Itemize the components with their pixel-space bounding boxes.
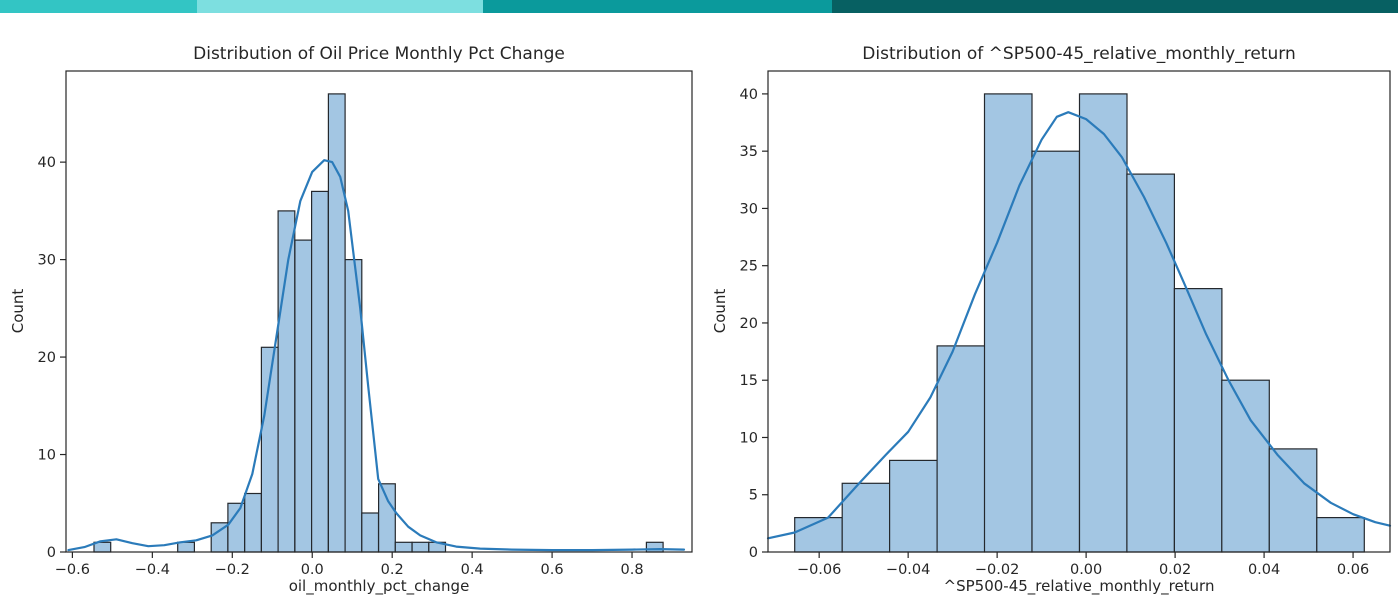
x-tick-label: 0.06 bbox=[1337, 562, 1369, 578]
histogram-bar bbox=[983, 93, 1033, 553]
histogram-bar bbox=[936, 345, 986, 553]
x-tick-label: −0.2 bbox=[215, 562, 250, 578]
x-tick-label: 0.2 bbox=[381, 562, 404, 578]
histogram-bar bbox=[1031, 150, 1081, 553]
y-tick-label: 10 bbox=[38, 448, 56, 464]
subplot-left: −0.6 −0.4 −0.2 0.0 0.2 0.4 0.6 0.8 0 10 20 30 40 bbox=[38, 70, 693, 578]
histogram-bar bbox=[294, 239, 313, 553]
y-tick-label: 25 bbox=[740, 259, 758, 275]
histogram-bar bbox=[1221, 379, 1270, 553]
y-tick-label: 30 bbox=[740, 201, 758, 217]
kde-curve bbox=[766, 111, 1392, 540]
x-tick-label: −0.04 bbox=[886, 562, 930, 578]
right-plot-xlabel: ^SP500-45_relative_monthly_return bbox=[943, 577, 1215, 595]
histogram-bar bbox=[244, 492, 262, 553]
x-tick-label: −0.6 bbox=[55, 562, 90, 578]
x-tick-label: 0.6 bbox=[541, 562, 564, 578]
histogram-bar bbox=[645, 541, 664, 553]
histogram-bar bbox=[411, 541, 430, 553]
histogram-bar bbox=[311, 190, 329, 553]
histogram-bar bbox=[227, 502, 246, 553]
top-bar-segment-1 bbox=[0, 0, 197, 13]
x-tick-label: 0.8 bbox=[621, 562, 644, 578]
top-bar-segment-3 bbox=[482, 0, 832, 13]
x-tick-label: −0.02 bbox=[975, 562, 1019, 578]
histogram-bar bbox=[888, 459, 938, 553]
top-bar-segment-4 bbox=[831, 0, 1398, 13]
top-bar bbox=[0, 0, 1398, 13]
histogram-bar bbox=[1173, 288, 1223, 553]
y-tick-label: 0 bbox=[47, 545, 56, 561]
right-plot-title: Distribution of ^SP500-45_relative_month… bbox=[862, 44, 1296, 64]
x-tick-label: 0.02 bbox=[1159, 562, 1191, 578]
y-tick-label: 20 bbox=[38, 350, 56, 366]
axes-spines bbox=[767, 70, 1391, 553]
y-tick-label: 35 bbox=[740, 144, 758, 160]
top-bar-segment-2 bbox=[196, 0, 483, 13]
histogram-bar bbox=[177, 541, 195, 553]
x-tick-label: 0.4 bbox=[461, 562, 484, 578]
x-tick-label: 0.0 bbox=[301, 562, 324, 578]
y-tick-label: 40 bbox=[38, 155, 56, 171]
histogram-bar bbox=[378, 483, 396, 553]
histogram-bar bbox=[361, 512, 380, 553]
histogram-bar bbox=[1268, 448, 1318, 553]
histogram-bar bbox=[1316, 516, 1365, 553]
x-tick-label: 0.04 bbox=[1248, 562, 1280, 578]
kde-curve bbox=[67, 159, 686, 552]
left-plot-xlabel: oil_monthly_pct_change bbox=[288, 577, 470, 595]
y-tick-label: 20 bbox=[740, 316, 758, 332]
x-tick-label: −0.4 bbox=[135, 562, 170, 578]
y-tick-label: 0 bbox=[749, 545, 758, 561]
subplot-right: −0.06 −0.04 −0.02 0.00 0.02 0.04 0.06 0 5 10 15 20 2… bbox=[740, 70, 1392, 578]
right-plot-ylabel: Count bbox=[711, 288, 729, 334]
left-plot-title: Distribution of Oil Price Monthly Pct Ch… bbox=[193, 44, 565, 64]
x-tick-label: −0.06 bbox=[797, 562, 841, 578]
y-tick-label: 10 bbox=[740, 430, 758, 446]
histogram-bar bbox=[394, 541, 413, 553]
y-tick-label: 15 bbox=[740, 373, 758, 389]
y-tick-label: 30 bbox=[38, 253, 56, 269]
histogram-bar bbox=[277, 210, 296, 553]
left-plot-ylabel: Count bbox=[9, 288, 27, 334]
x-tick-label: 0.00 bbox=[1070, 562, 1102, 578]
histogram-bar bbox=[1126, 173, 1176, 553]
axes-spines bbox=[65, 70, 693, 553]
y-tick-label: 40 bbox=[740, 87, 758, 103]
histogram-bar bbox=[1078, 93, 1128, 553]
y-tick-label: 5 bbox=[749, 488, 758, 504]
